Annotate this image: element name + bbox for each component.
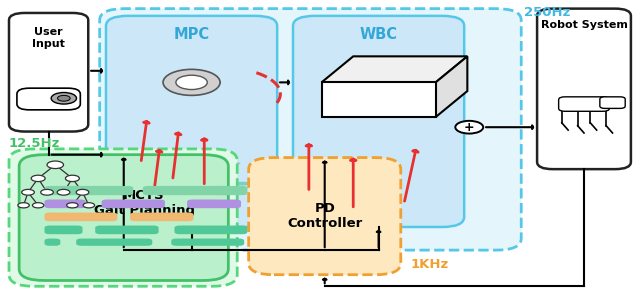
Text: +: + — [464, 121, 475, 134]
FancyBboxPatch shape — [95, 225, 159, 234]
Circle shape — [176, 75, 207, 90]
Circle shape — [47, 161, 63, 168]
FancyBboxPatch shape — [106, 16, 277, 227]
FancyBboxPatch shape — [130, 213, 193, 221]
Text: MPC: MPC — [173, 27, 210, 42]
Ellipse shape — [184, 184, 211, 189]
FancyBboxPatch shape — [17, 88, 80, 110]
Text: User
Input: User Input — [32, 27, 65, 49]
Text: 1KHz: 1KHz — [410, 258, 449, 271]
Polygon shape — [436, 56, 467, 117]
Text: PD
Controller: PD Controller — [287, 202, 362, 230]
Circle shape — [83, 203, 95, 208]
FancyBboxPatch shape — [9, 149, 237, 286]
FancyBboxPatch shape — [45, 225, 83, 234]
Polygon shape — [321, 82, 436, 117]
Circle shape — [58, 95, 70, 101]
Circle shape — [67, 203, 78, 208]
Circle shape — [18, 203, 29, 208]
FancyBboxPatch shape — [248, 158, 401, 275]
Text: 12.5Hz: 12.5Hz — [9, 137, 60, 150]
FancyBboxPatch shape — [45, 199, 86, 208]
FancyBboxPatch shape — [45, 186, 133, 195]
Ellipse shape — [219, 161, 241, 165]
Circle shape — [455, 121, 483, 133]
Ellipse shape — [123, 161, 146, 165]
FancyBboxPatch shape — [175, 225, 248, 234]
FancyBboxPatch shape — [172, 239, 244, 246]
FancyBboxPatch shape — [187, 199, 241, 208]
FancyBboxPatch shape — [45, 239, 60, 246]
Text: MCTS
Gait Planning: MCTS Gait Planning — [93, 189, 195, 217]
Circle shape — [65, 175, 79, 182]
Circle shape — [41, 190, 53, 195]
Polygon shape — [321, 56, 467, 82]
FancyBboxPatch shape — [559, 97, 609, 111]
Text: Robot System: Robot System — [541, 20, 627, 30]
FancyBboxPatch shape — [100, 9, 521, 250]
Circle shape — [163, 69, 220, 95]
Ellipse shape — [154, 178, 179, 183]
Circle shape — [31, 175, 45, 182]
FancyBboxPatch shape — [19, 155, 228, 281]
FancyBboxPatch shape — [76, 239, 152, 246]
FancyBboxPatch shape — [293, 16, 464, 227]
Circle shape — [51, 93, 77, 104]
FancyBboxPatch shape — [212, 186, 248, 195]
FancyBboxPatch shape — [143, 186, 232, 195]
Circle shape — [57, 190, 70, 195]
Text: 250Hz: 250Hz — [524, 6, 570, 19]
Ellipse shape — [231, 182, 253, 185]
Text: WBC: WBC — [360, 27, 397, 42]
FancyBboxPatch shape — [9, 13, 88, 131]
Circle shape — [33, 203, 44, 208]
Ellipse shape — [140, 193, 167, 197]
Circle shape — [76, 190, 89, 195]
FancyBboxPatch shape — [600, 97, 625, 108]
FancyBboxPatch shape — [537, 9, 631, 169]
FancyBboxPatch shape — [102, 199, 165, 208]
Circle shape — [22, 190, 35, 195]
FancyBboxPatch shape — [45, 213, 117, 221]
